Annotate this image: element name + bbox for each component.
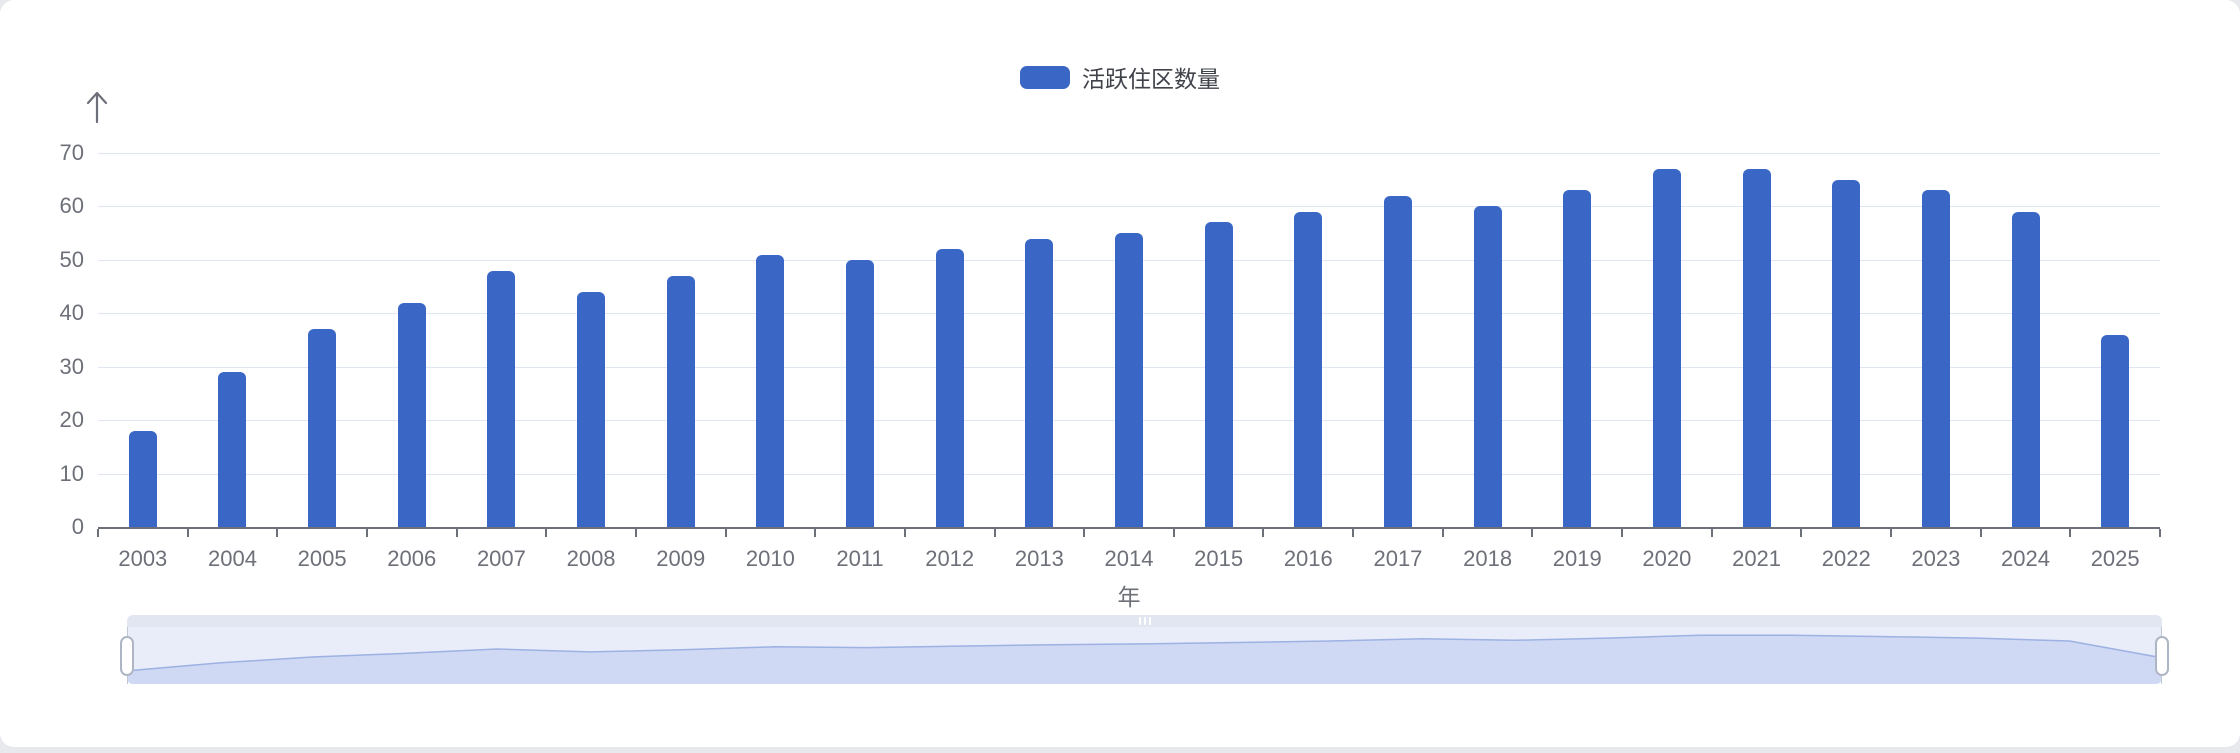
bar-2008[interactable] xyxy=(577,291,606,527)
x-axis-label-2007: 2007 xyxy=(476,546,526,571)
x-axis-label-2017: 2017 xyxy=(1373,546,1423,571)
x-axis-label-2004: 2004 xyxy=(207,546,257,571)
x-axis-tick xyxy=(1172,529,1175,537)
bar-2025[interactable] xyxy=(2101,334,2130,527)
bar-2010[interactable] xyxy=(756,254,785,527)
y-axis-label-60: 60 xyxy=(59,193,84,219)
bar-2004[interactable] xyxy=(218,372,247,527)
x-axis-tick xyxy=(1890,529,1893,537)
x-axis-tick xyxy=(1441,529,1444,537)
x-axis-tick xyxy=(455,529,458,537)
x-axis-label-2010: 2010 xyxy=(745,546,795,571)
plot-area: 0 10 20 30 40 50 60 70 2003 2004 2005 2006 2007 2008… xyxy=(60,140,2161,571)
bar-2017[interactable] xyxy=(1383,195,1412,527)
x-axis-tick xyxy=(1979,529,1982,537)
x-axis-tick xyxy=(276,529,279,537)
y-axis-label-70: 70 xyxy=(59,140,84,165)
x-axis-tick xyxy=(1352,529,1355,537)
y-axis-label-20: 20 xyxy=(59,407,84,433)
x-axis-label-2025: 2025 xyxy=(2090,546,2140,571)
x-axis-label-2003: 2003 xyxy=(118,546,168,571)
drag-grip-icon[interactable] xyxy=(1138,617,1151,625)
x-axis-tick xyxy=(2159,529,2161,537)
x-axis-tick xyxy=(903,529,906,537)
legend-label: 活跃住区数量 xyxy=(1082,66,1220,92)
x-axis-tick xyxy=(1262,529,1265,537)
x-axis-title: 年 xyxy=(1117,584,1141,610)
x-axis-label-2015: 2015 xyxy=(1194,546,1244,571)
datazoom-data-shadow xyxy=(127,634,2162,684)
bar-2021[interactable] xyxy=(1742,169,1771,527)
x-axis-label-2011: 2011 xyxy=(836,546,884,571)
y-axis-label-30: 30 xyxy=(59,353,84,379)
x-axis-tick xyxy=(1531,529,1534,537)
x-axis-label-2018: 2018 xyxy=(1463,546,1513,571)
x-axis-tick xyxy=(724,529,727,537)
y-axis-arrow-icon xyxy=(86,91,108,124)
datazoom-slider[interactable] xyxy=(120,615,2169,684)
x-axis-label-2016: 2016 xyxy=(1283,546,1333,571)
datazoom-move-bar[interactable] xyxy=(127,615,2162,627)
x-axis-tick xyxy=(634,529,637,537)
legend-swatch-icon xyxy=(1020,65,1070,89)
bar-2018[interactable] xyxy=(1473,206,1502,527)
legend-item[interactable]: 活跃住区数量 xyxy=(0,60,2240,94)
y-axis-label-40: 40 xyxy=(59,300,84,326)
bar-2016[interactable] xyxy=(1294,211,1323,527)
bar-2003[interactable] xyxy=(128,430,157,527)
x-axis-line xyxy=(98,527,2160,529)
x-axis-label-2009: 2009 xyxy=(656,546,706,571)
datazoom-track[interactable] xyxy=(127,627,2162,684)
x-axis-tick xyxy=(365,529,368,537)
x-axis-label-2013: 2013 xyxy=(1014,546,1064,571)
x-axis-tick xyxy=(545,529,548,537)
x-axis-label-2023: 2023 xyxy=(1911,546,1961,571)
y-axis-label-10: 10 xyxy=(59,460,84,486)
x-axis-label-2006: 2006 xyxy=(387,546,437,571)
x-axis-label-2005: 2005 xyxy=(297,546,347,571)
bar-2013[interactable] xyxy=(1025,238,1054,527)
x-axis-label-2024: 2024 xyxy=(2001,546,2050,571)
bar-2020[interactable] xyxy=(1652,169,1681,527)
x-axis-tick xyxy=(97,529,99,537)
x-axis-tick xyxy=(993,529,996,537)
x-axis-tick xyxy=(1621,529,1624,537)
bar-2022[interactable] xyxy=(1832,179,1861,527)
x-axis-label-2012: 2012 xyxy=(925,546,975,571)
bar-2024[interactable] xyxy=(2011,211,2040,527)
gridline-60 xyxy=(98,206,2160,208)
bar-2006[interactable] xyxy=(397,302,426,527)
bar-2015[interactable] xyxy=(1204,222,1233,527)
bar-2019[interactable] xyxy=(1563,190,1592,527)
x-axis-tick xyxy=(814,529,817,537)
bar-2014[interactable] xyxy=(1115,233,1143,527)
x-axis-tick xyxy=(1800,529,1803,537)
x-axis-tick xyxy=(1083,529,1086,537)
bar-2023[interactable] xyxy=(1921,190,1950,527)
x-axis-tick xyxy=(1710,529,1713,537)
bar-2005[interactable] xyxy=(308,329,337,527)
gridline-70 xyxy=(98,153,2160,154)
datazoom-left-handle[interactable] xyxy=(120,636,134,676)
y-axis-label-0: 0 xyxy=(71,514,84,539)
bar-2012[interactable] xyxy=(935,249,964,527)
x-axis-label-2008: 2008 xyxy=(566,546,616,571)
x-axis-label-2019: 2019 xyxy=(1552,546,1602,571)
bar-2007[interactable] xyxy=(487,270,516,527)
x-axis-label-2021: 2021 xyxy=(1732,546,1782,571)
x-axis-label-2014: 2014 xyxy=(1104,546,1154,571)
x-axis-label-2022: 2022 xyxy=(1821,546,1871,571)
bar-2011[interactable] xyxy=(846,259,875,527)
x-axis-tick xyxy=(186,529,189,537)
y-axis-label-50: 50 xyxy=(59,246,84,272)
datazoom-right-handle[interactable] xyxy=(2155,636,2169,676)
x-axis-tick xyxy=(2069,529,2072,537)
x-axis-label-2020: 2020 xyxy=(1642,546,1692,571)
bar-2009[interactable] xyxy=(666,275,695,527)
